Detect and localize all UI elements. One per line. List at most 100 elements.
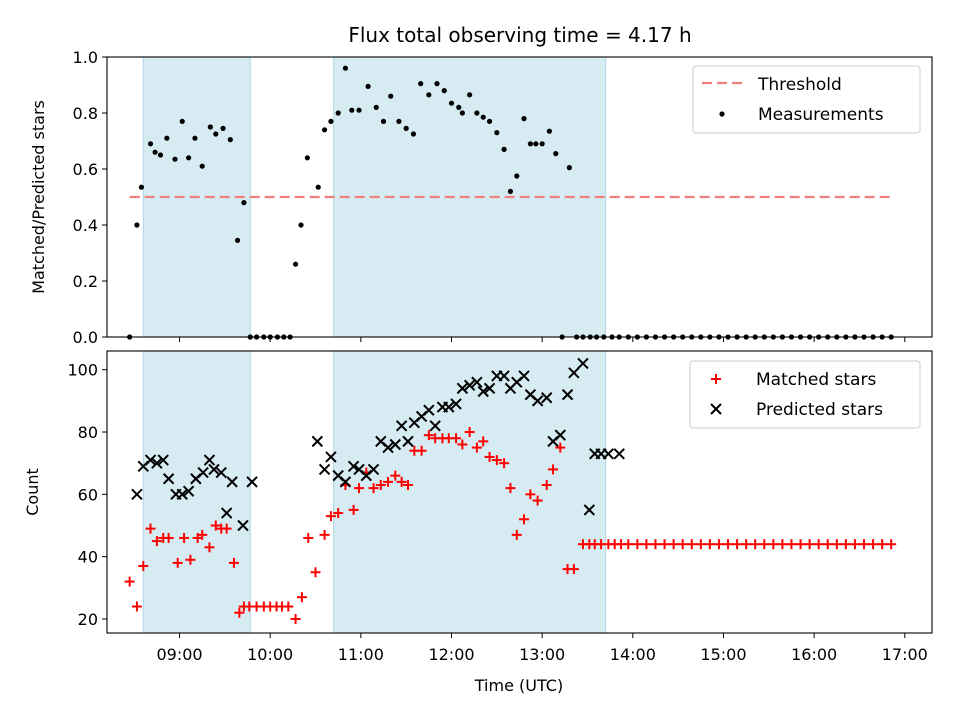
- predicted-point-b: [367, 463, 380, 476]
- measurement-point: [234, 237, 241, 243]
- legend-top-box: [692, 65, 921, 134]
- matched-point: [623, 539, 634, 550]
- predicted-point: [456, 382, 469, 395]
- measurement-point: [467, 92, 473, 98]
- predicted-point-b: [477, 385, 489, 398]
- measurement-point: [365, 83, 371, 89]
- top-y-axis-label: Matched/Predicted stars: [29, 100, 48, 294]
- predicted-point-b: [531, 395, 544, 407]
- predicted-point-b: [568, 367, 580, 379]
- measurement-point: [527, 141, 533, 147]
- predicted-point-b: [429, 420, 441, 432]
- matched-point: [210, 520, 221, 531]
- matched-point: [354, 483, 365, 494]
- measurement-point: [207, 124, 213, 130]
- predicted-point-b: [518, 370, 530, 382]
- predicted-point-b: [471, 376, 483, 388]
- matched-point: [822, 539, 833, 550]
- predicted-point: [220, 507, 233, 519]
- measurement-point: [521, 116, 527, 122]
- legend-bottom-box: [689, 360, 921, 429]
- predicted-point-b: [325, 451, 337, 463]
- predicted-point-b: [162, 473, 175, 485]
- predicted-point-b: [456, 382, 469, 395]
- predicted-point-b: [151, 457, 163, 469]
- predicted-point-b: [375, 435, 387, 448]
- matched-point: [768, 539, 779, 550]
- predicted-point-b: [382, 441, 394, 454]
- matched-point: [228, 557, 239, 568]
- predicted-point-b: [443, 401, 455, 413]
- predicted-point-b: [182, 485, 195, 497]
- measurement-point: [410, 131, 417, 137]
- measurement-point: [241, 200, 247, 206]
- matched-point: [532, 495, 543, 506]
- bottom-x-axis: 09:00 10:00 11:00 12:00 13:00 14:00 15:00 16:00…: [156, 633, 928, 664]
- x-tick-label: 16:00: [791, 645, 837, 664]
- matched-point: [151, 536, 162, 547]
- measurement-point: [335, 110, 341, 116]
- predicted-point: [325, 451, 337, 463]
- x-tick-label: 15:00: [700, 645, 746, 664]
- matched-point: [283, 601, 294, 612]
- matched-point: [568, 564, 579, 575]
- matched-point: [368, 483, 379, 494]
- legend-predicted-label: Predicted stars: [756, 400, 883, 420]
- measurement-point: [134, 222, 140, 228]
- measurement-point: [380, 118, 387, 124]
- measurement-point: [448, 100, 455, 106]
- measurement-point: [185, 155, 192, 161]
- predicted-point-b: [602, 448, 615, 460]
- observing-windows-bottom: [142, 350, 607, 634]
- measurement-point: [441, 88, 447, 94]
- predicted-point: [613, 448, 625, 460]
- predicted-point: [339, 476, 352, 488]
- matched-point: [471, 442, 482, 453]
- measurement-point: [213, 131, 219, 137]
- predicted-point-b: [157, 454, 169, 466]
- matched-point: [750, 539, 761, 550]
- legend-top: Threshold Measurements: [692, 65, 921, 134]
- predicted-point-b: [226, 476, 238, 488]
- top-y-axis: 0.0 0.2 0.4 0.6 0.8 1.0: [73, 48, 107, 347]
- matched-point: [163, 532, 174, 543]
- measurement-point: [514, 173, 520, 179]
- measurement-point: [396, 118, 402, 124]
- matched-point: [402, 479, 413, 490]
- legend-predicted-marker-b: [710, 403, 722, 415]
- predicted-point: [531, 395, 544, 407]
- matched-point: [686, 539, 697, 550]
- matched-point: [877, 539, 888, 550]
- matched-point: [457, 439, 468, 450]
- predicted-point: [246, 476, 258, 488]
- top-x-ticks: [179, 337, 906, 342]
- predicted-point-b: [395, 420, 408, 432]
- matched-point: [499, 458, 510, 469]
- legend-matched-label: Matched stars: [756, 370, 876, 390]
- predicted-point-b: [176, 488, 188, 501]
- matched-point: [732, 539, 743, 550]
- predicted-point-b: [561, 388, 574, 401]
- predicted-point: [471, 376, 483, 388]
- matched-point: [375, 479, 386, 490]
- measurement-point: [298, 222, 304, 228]
- matched-point: [786, 539, 797, 550]
- predicted-point: [311, 435, 324, 448]
- bottom-y-tick-label: 20: [78, 610, 98, 629]
- matched-point: [172, 557, 183, 568]
- predicted-point-b: [339, 476, 352, 488]
- measurement-point: [403, 125, 409, 131]
- measurement-point: [494, 130, 500, 136]
- measurement-point: [539, 141, 545, 147]
- x-tick-label: 11:00: [338, 645, 384, 664]
- matched-point: [641, 539, 652, 550]
- matched-point: [704, 539, 715, 550]
- matched-point: [423, 430, 434, 441]
- matched-point: [795, 539, 806, 550]
- predicted-point: [226, 476, 238, 488]
- x-axis-label: Time (UTC): [474, 676, 563, 695]
- predicted-point-b: [131, 488, 143, 501]
- bottom-axes-frame: [106, 350, 933, 634]
- measurement-point: [434, 81, 440, 87]
